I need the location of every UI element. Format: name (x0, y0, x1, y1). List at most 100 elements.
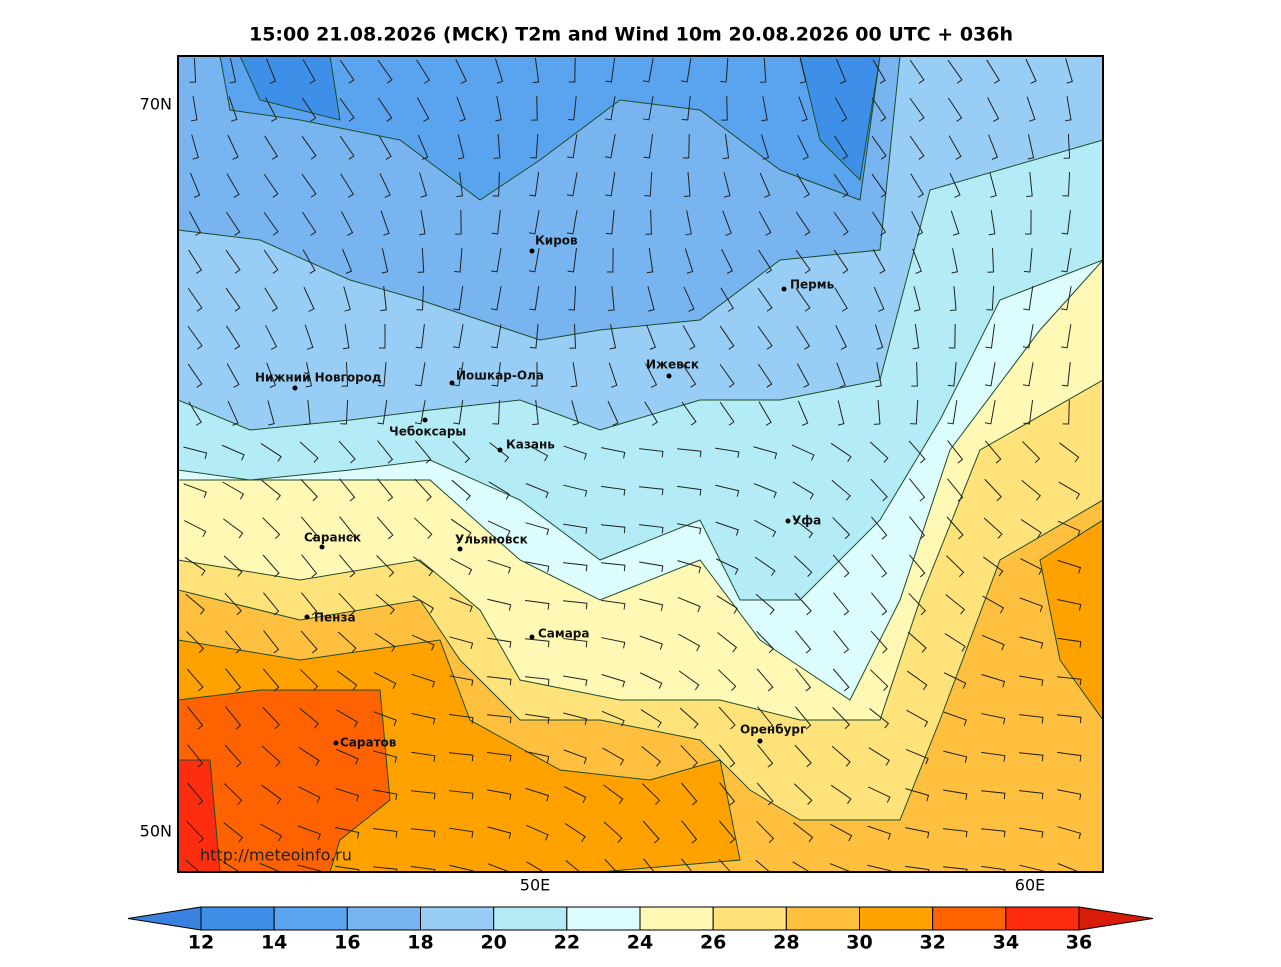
wind-barb (568, 285, 577, 311)
wind-barb (832, 707, 851, 730)
wind-barb (1022, 324, 1034, 349)
wind-barb (793, 783, 813, 805)
wind-barb (1062, 171, 1071, 197)
wind-barb (413, 517, 433, 539)
wind-barb (645, 209, 652, 235)
wind-barb (910, 399, 919, 425)
wind-barb (1022, 441, 1041, 464)
wind-barb (909, 135, 925, 160)
wind-barb (606, 247, 614, 273)
wind-barb (304, 400, 311, 426)
wind-barb (603, 784, 624, 805)
wind-barb (834, 97, 848, 122)
wind-barb (797, 400, 809, 426)
wind-barb (223, 822, 244, 843)
wind-barb (335, 787, 360, 802)
wind-barb (834, 135, 849, 160)
wind-barb (642, 783, 661, 806)
wind-barb (450, 557, 473, 576)
wind-barb (757, 363, 773, 388)
wind-barb (943, 789, 968, 800)
wind-barb (564, 786, 587, 803)
wind-barb (905, 748, 929, 765)
city-label: Саранск (304, 531, 361, 545)
city-label: Чебоксары (389, 425, 466, 439)
wind-barb (905, 827, 930, 839)
wind-barb (1057, 751, 1082, 762)
wind-barb (567, 248, 577, 273)
map-area: Киров Пермь Нижний Новгород Йошкар-Ола Ижевс… (178, 56, 1103, 872)
wind-barb (909, 59, 925, 84)
wind-barb (525, 787, 550, 802)
wind-barb (339, 478, 356, 502)
wind-barb (989, 172, 997, 198)
wind-barb (184, 556, 206, 576)
wind-barb (301, 173, 317, 198)
wind-barb (416, 97, 430, 122)
wind-barb (260, 784, 282, 805)
wind-barb (831, 479, 851, 501)
wind-barb (832, 554, 850, 578)
wind-barb (681, 401, 697, 426)
wind-barb (794, 592, 812, 616)
wind-barb (871, 173, 887, 198)
colorbar-tick-label: 28 (773, 932, 799, 954)
wind-barb (266, 58, 277, 84)
colorbar-segment (639, 906, 714, 931)
wind-barb (262, 706, 280, 730)
wind-barb (1057, 826, 1082, 840)
wind-barb (414, 440, 432, 464)
colorbar-segment (785, 906, 860, 931)
lon-label: 60E (1015, 876, 1045, 895)
colorbar-tick-label: 14 (261, 932, 287, 954)
wind-barb (755, 859, 771, 872)
wind-barb (1061, 362, 1071, 387)
wind-barb (526, 443, 549, 462)
wind-barb (225, 211, 241, 236)
wind-barb (987, 97, 1000, 122)
city-dot (292, 385, 298, 391)
wind-barb (339, 135, 355, 160)
wind-barb (872, 249, 886, 274)
wind-barb (641, 746, 662, 767)
wind-barb (491, 324, 502, 349)
wind-barb (567, 134, 578, 159)
wind-barb (601, 637, 626, 649)
wind-barb (1019, 752, 1044, 762)
wind-barb (456, 172, 463, 198)
wind-barb (377, 478, 394, 502)
wind-barb (1026, 96, 1036, 122)
wind-barb (259, 862, 282, 872)
wind-barb (300, 630, 318, 654)
wind-barb (260, 443, 282, 462)
wind-barb (570, 362, 578, 388)
wind-barb (531, 361, 538, 387)
wind-barb (1061, 210, 1071, 235)
wind-barb (419, 172, 428, 198)
wind-barb (945, 594, 966, 615)
wind-barb (760, 134, 770, 160)
wind-barb (373, 789, 398, 801)
wind-barb (912, 324, 920, 350)
wind-barb (452, 441, 471, 464)
wind-barb (793, 555, 813, 577)
wind-barb (646, 248, 654, 274)
wind-barb (449, 752, 474, 762)
wind-barb (642, 820, 660, 844)
wind-barb (639, 561, 664, 572)
wind-barb (947, 400, 958, 425)
city-dot (457, 546, 463, 552)
wind-barb (908, 592, 926, 616)
colorbar-extension (127, 906, 202, 931)
wind-barb (305, 362, 313, 388)
wind-barb (380, 210, 390, 236)
wind-barb (981, 751, 1006, 762)
wind-barb (563, 445, 587, 460)
wind-barb (376, 555, 395, 578)
wind-barb (719, 325, 735, 350)
wind-barb (340, 399, 349, 425)
wind-barb (677, 448, 702, 458)
wind-barb (1023, 286, 1034, 311)
wind-barb (374, 632, 396, 652)
